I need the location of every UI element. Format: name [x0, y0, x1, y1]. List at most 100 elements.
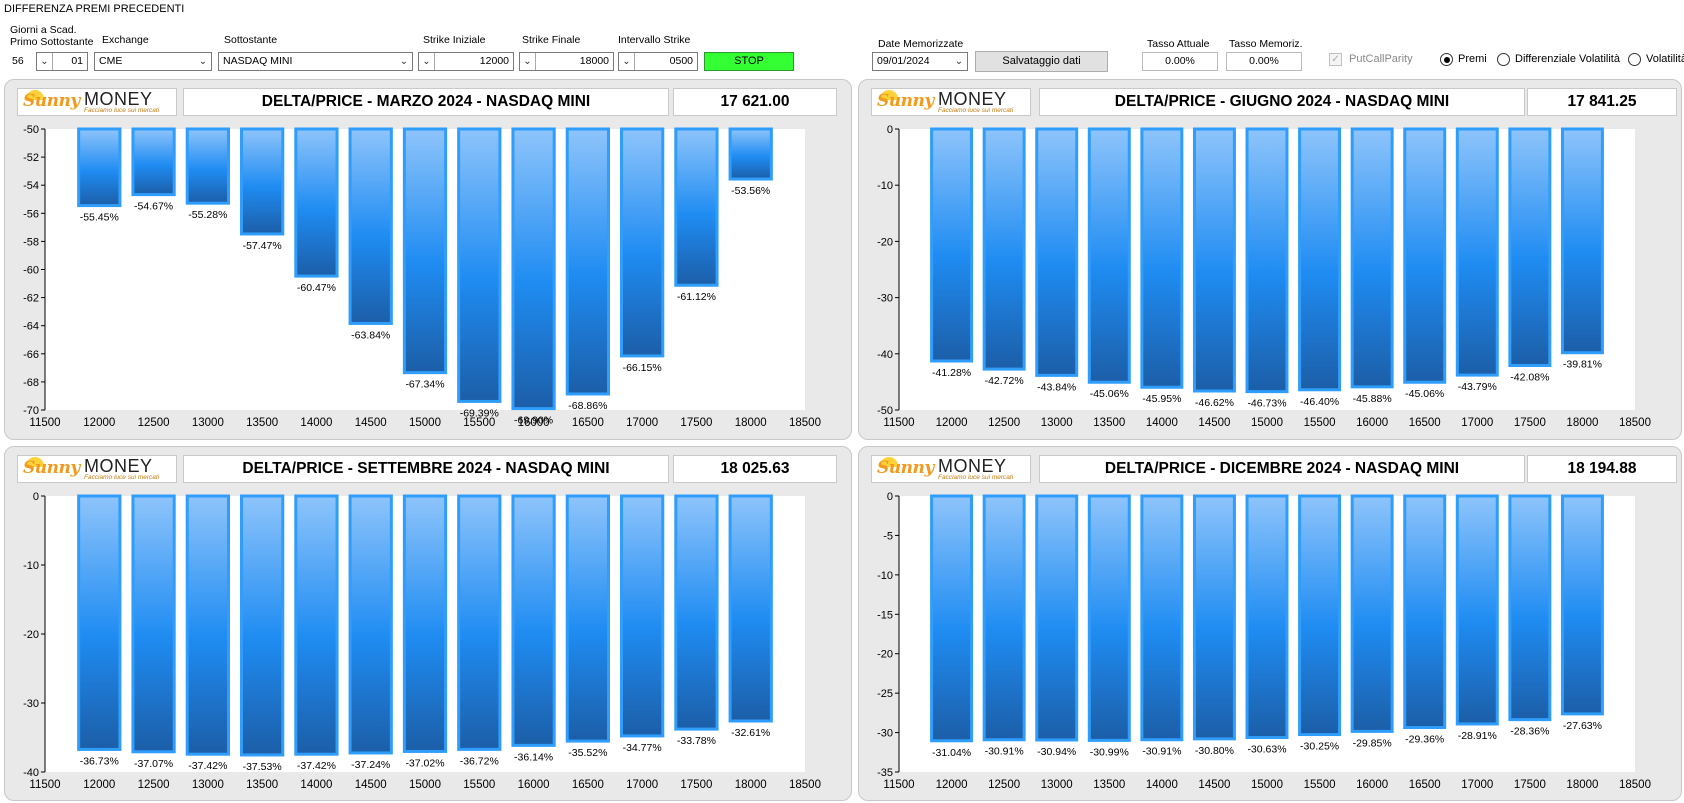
- x-tick-label: 16000: [1356, 779, 1388, 791]
- chevron-down-icon[interactable]: ⌄: [37, 53, 53, 70]
- giorni-spinner-value: 01: [71, 55, 83, 67]
- giorni-label: Giorni a Scad. Primo Sottostante: [10, 24, 94, 48]
- bar-chart: -36.73% -37.07% -37.42% -37.53% -37.42% -37.2…: [23, 491, 821, 791]
- y-tick-label: -40: [23, 767, 39, 779]
- data-label: -60.47%: [297, 282, 336, 294]
- sunny-money-logo: Sunny MONEY Facciamo luce sui mercati: [871, 455, 1031, 483]
- x-tick-label: 18000: [1566, 417, 1598, 429]
- exchange-select[interactable]: CME ⌄: [94, 52, 212, 71]
- data-label: -28.91%: [1458, 730, 1497, 742]
- putcallparity-checkbox[interactable]: ✓: [1329, 53, 1342, 66]
- stop-button[interactable]: STOP: [704, 52, 794, 71]
- tasso-attuale-label: Tasso Attuale: [1147, 38, 1210, 50]
- data-label: -37.02%: [405, 757, 444, 769]
- x-tick-label: 15000: [409, 779, 441, 791]
- giorni-value: 56: [12, 55, 24, 67]
- x-tick-label: 13000: [1041, 417, 1073, 429]
- x-tick-label: 16000: [518, 417, 550, 429]
- save-data-button[interactable]: Salvataggio dati: [975, 51, 1108, 72]
- strike-iniziale-spinner[interactable]: ⌄ 12000: [418, 52, 514, 71]
- x-tick-label: 17000: [1461, 417, 1493, 429]
- chevron-down-icon[interactable]: ⌄: [399, 56, 409, 67]
- sunny-money-logo: Sunny MONEY Facciamo luce sui mercati: [17, 455, 177, 483]
- data-label: -42.72%: [985, 375, 1024, 387]
- strike-iniziale-value: 12000: [479, 55, 509, 67]
- data-label: -29.36%: [1405, 734, 1444, 746]
- x-tick-label: 12000: [936, 417, 968, 429]
- strike-finale-spinner[interactable]: ⌄ 18000: [519, 52, 614, 71]
- x-tick-label: 16500: [572, 417, 604, 429]
- y-tick-label: -10: [877, 570, 893, 582]
- x-tick-label: 17000: [1461, 779, 1493, 791]
- y-tick-label: -54: [23, 180, 39, 192]
- putcallparity-label: PutCallParity: [1349, 53, 1413, 65]
- date-memorizzate-select[interactable]: 09/01/2024 ⌄: [872, 52, 968, 71]
- bar-13500: [240, 127, 285, 236]
- logo-sunny-text: Sunny: [877, 458, 934, 478]
- x-tick-label: 15000: [409, 417, 441, 429]
- giorni-spinner[interactable]: ⌄ 01: [36, 52, 88, 71]
- data-label: -28.36%: [1510, 726, 1549, 738]
- bar-13500: [240, 494, 285, 757]
- bar-16500: [1403, 127, 1447, 384]
- radio-premi-label: Premi: [1458, 53, 1487, 65]
- x-tick-label: 13500: [1093, 417, 1125, 429]
- chevron-down-icon[interactable]: ⌄: [198, 56, 208, 67]
- bar-15000: [402, 127, 448, 375]
- data-label: -55.28%: [188, 209, 227, 221]
- logo-sunny-text: Sunny: [23, 458, 80, 478]
- intervallo-strike-spinner[interactable]: ⌄ 0500: [618, 52, 698, 71]
- radio-volatilita[interactable]: [1628, 53, 1641, 66]
- data-label: -53.56%: [731, 185, 770, 197]
- x-tick-label: 14500: [1198, 779, 1230, 791]
- sottostante-label: Sottostante: [224, 34, 278, 46]
- y-tick-label: -20: [877, 236, 893, 248]
- y-tick-label: -20: [877, 649, 893, 661]
- logo-tagline: Facciamo luce sui mercati: [84, 107, 160, 114]
- radio-premi[interactable]: [1440, 53, 1453, 66]
- data-label: -43.79%: [1458, 381, 1497, 393]
- bar-15500: [1298, 127, 1342, 392]
- bar-16500: [1403, 494, 1447, 730]
- y-tick-label: -10: [877, 180, 893, 192]
- bar-14000: [1140, 494, 1184, 742]
- data-label: -33.78%: [677, 735, 716, 747]
- y-tick-label: -50: [877, 405, 893, 417]
- x-tick-label: 17000: [626, 779, 658, 791]
- y-tick-label: -20: [23, 629, 39, 641]
- data-label: -43.84%: [1037, 381, 1076, 393]
- y-tick-label: -40: [877, 349, 893, 361]
- data-label: -46.73%: [1247, 398, 1286, 410]
- bar-16500: [565, 494, 610, 743]
- data-label: -37.53%: [243, 761, 282, 773]
- data-label: -46.62%: [1195, 397, 1234, 409]
- bar-12500: [131, 494, 176, 754]
- chevron-down-icon[interactable]: ⌄: [954, 56, 964, 67]
- data-label: -37.24%: [351, 759, 390, 771]
- x-tick-label: 18500: [1619, 779, 1651, 791]
- data-label: -69.39%: [460, 407, 499, 419]
- x-tick-label: 14000: [1146, 417, 1178, 429]
- data-label: -37.07%: [134, 758, 173, 770]
- x-tick-label: 17500: [680, 779, 712, 791]
- chevron-down-icon[interactable]: ⌄: [619, 53, 635, 70]
- bar-18000: [728, 494, 773, 723]
- x-tick-label: 15500: [463, 417, 495, 429]
- panel-title: DELTA/PRICE - MARZO 2024 - NASDAQ MINI: [183, 88, 669, 116]
- data-label: -45.06%: [1405, 388, 1444, 400]
- radio-differenziale-volatilita[interactable]: [1497, 53, 1510, 66]
- sottostante-select[interactable]: NASDAQ MINI ⌄: [218, 52, 413, 71]
- bar-15500: [457, 127, 502, 403]
- chevron-down-icon[interactable]: ⌄: [419, 53, 435, 70]
- y-tick-label: -68: [23, 377, 39, 389]
- chevron-down-icon[interactable]: ⌄: [520, 53, 536, 70]
- bar-15000: [1245, 127, 1289, 394]
- data-label: -66.15%: [623, 362, 662, 374]
- y-tick-label: -62: [23, 293, 39, 305]
- x-tick-label: 15000: [1251, 779, 1283, 791]
- bar-12000: [930, 494, 974, 743]
- data-label: -41.28%: [932, 367, 971, 379]
- panel-price: 17 841.25: [1527, 88, 1677, 116]
- bar-16500: [565, 127, 610, 396]
- date-memorizzate-value: 09/01/2024: [877, 55, 930, 67]
